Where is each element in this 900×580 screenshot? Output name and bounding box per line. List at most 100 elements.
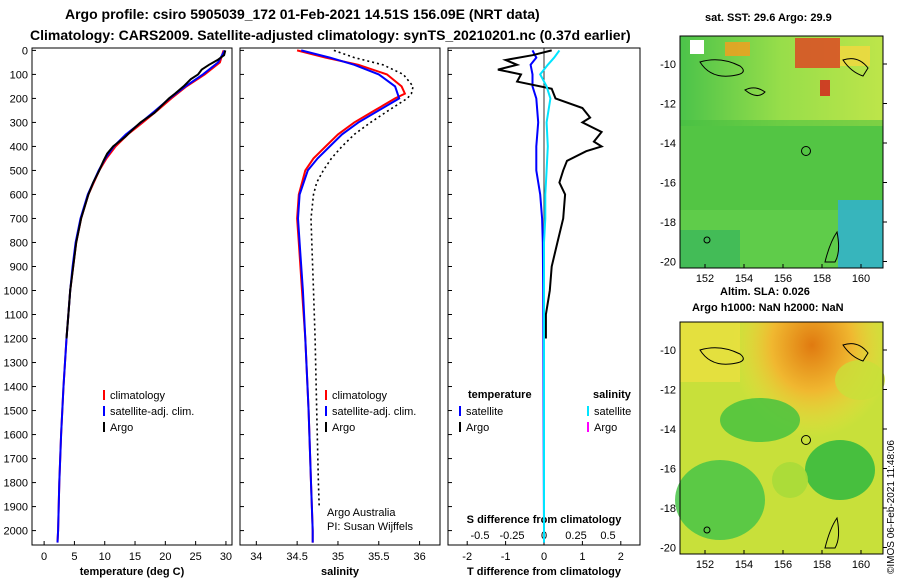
x-tick-label: 15 bbox=[129, 551, 141, 563]
y-tick-label: 700 bbox=[10, 213, 28, 225]
x-tick-label: 0 bbox=[41, 551, 47, 563]
legend-label: Argo bbox=[594, 422, 617, 434]
sst-map-axes: 152 154 156 158 160 -10 -12 -14 -16 -18 -20 bbox=[660, 59, 887, 285]
map-x-tick-label: 160 bbox=[852, 273, 870, 285]
x-tick-label: 2 bbox=[618, 551, 624, 563]
legend-label: climatology bbox=[110, 390, 166, 402]
map-y-tick-label: -12 bbox=[660, 385, 676, 397]
y-tick-label: 1800 bbox=[4, 478, 28, 490]
map-x-tick-label: 154 bbox=[735, 559, 753, 571]
map-x-tick-label: 158 bbox=[813, 273, 831, 285]
argo-location-marker bbox=[801, 146, 811, 156]
legend-label: Argo bbox=[466, 422, 489, 434]
y-tick-label: 1600 bbox=[4, 430, 28, 442]
map-y-tick-label: -20 bbox=[660, 543, 676, 555]
y-tick-label: 2000 bbox=[4, 526, 28, 538]
x-tick-label: 20 bbox=[159, 551, 171, 563]
map-y-tick-label: -18 bbox=[660, 503, 676, 515]
x-tick-label: 0 bbox=[541, 551, 547, 563]
map-y-tick-label: -18 bbox=[660, 217, 676, 229]
legend-title: temperature bbox=[468, 389, 532, 401]
y-tick-label: 1300 bbox=[4, 358, 28, 370]
x-tick-label: 34.5 bbox=[286, 551, 307, 563]
map-x-tick-label: 160 bbox=[852, 559, 870, 571]
map-y-tick-label: -10 bbox=[660, 345, 676, 357]
legend-label: satellite-adj. clim. bbox=[332, 406, 416, 418]
series-line-climatology bbox=[56, 50, 225, 543]
chart-temperature: 0100200300400500600700800900100011001200… bbox=[4, 45, 233, 578]
title-line-1: Argo profile: csiro 5905039_172 01-Feb-2… bbox=[65, 6, 540, 22]
x-tick-label: 36 bbox=[413, 551, 425, 563]
argo-location-marker bbox=[801, 435, 811, 445]
x2-tick-label: 0.25 bbox=[565, 530, 586, 542]
y-tick-label: 900 bbox=[10, 261, 28, 273]
x-tick-label: 30 bbox=[220, 551, 232, 563]
y-tick-label: 800 bbox=[10, 237, 28, 249]
legend-label: climatology bbox=[332, 390, 388, 402]
y-tick-label: 1700 bbox=[4, 454, 28, 466]
x2-tick-label: -0.25 bbox=[499, 530, 524, 542]
sla-map-title: Altim. SLA: 0.026 bbox=[720, 286, 810, 298]
x-tick-label: -2 bbox=[462, 551, 472, 563]
x-tick-label: 25 bbox=[190, 551, 202, 563]
annotation-line: PI: Susan Wijffels bbox=[327, 521, 413, 533]
map-y-tick-label: -20 bbox=[660, 257, 676, 269]
map-y-tick-label: -10 bbox=[660, 59, 676, 71]
sst-map[interactable] bbox=[679, 35, 884, 269]
legend-label: Argo bbox=[332, 422, 355, 434]
map-x-tick-label: 158 bbox=[813, 559, 831, 571]
x-tick-label: 34 bbox=[250, 551, 262, 563]
y-tick-label: 600 bbox=[10, 189, 28, 201]
series-line-argo bbox=[310, 49, 414, 507]
chart-salinity: 34 34.5 35 35.5 36 salinity climatology satelli… bbox=[239, 47, 441, 578]
series-line-argo bbox=[65, 50, 227, 339]
legend-label: satellite-adj. clim. bbox=[110, 406, 194, 418]
x2-tick-label: -0.5 bbox=[471, 530, 490, 542]
x-tick-label: 1 bbox=[579, 551, 585, 563]
sla-map-axes: 152 154 156 158 160 -10 -12 -14 -16 -18 -20 bbox=[660, 345, 887, 571]
y-tick-label: 500 bbox=[10, 165, 28, 177]
y-tick-label: 100 bbox=[10, 69, 28, 81]
x-tick-label: -1 bbox=[501, 551, 511, 563]
x-tick-label: 5 bbox=[71, 551, 77, 563]
map-y-tick-label: -12 bbox=[660, 99, 676, 111]
y-tick-label: 200 bbox=[10, 93, 28, 105]
x-tick-label: 35.5 bbox=[368, 551, 389, 563]
sst-map-title: sat. SST: 29.6 Argo: 29.9 bbox=[705, 12, 832, 24]
y-tick-label: 400 bbox=[10, 141, 28, 153]
y-tick-label: 0 bbox=[22, 45, 28, 57]
sla-map-title-2: Argo h1000: NaN h2000: NaN bbox=[692, 302, 844, 314]
y-tick-label: 1900 bbox=[4, 502, 28, 514]
series-line-salinity-satellite bbox=[539, 49, 561, 543]
map-y-tick-label: -14 bbox=[660, 138, 676, 150]
map-x-tick-label: 152 bbox=[696, 273, 714, 285]
y-tick-label: 300 bbox=[10, 117, 28, 129]
x-axis-label: salinity bbox=[321, 566, 360, 578]
y-tick-label: 1500 bbox=[4, 406, 28, 418]
chart-difference: -2 -1 0 1 2 T difference from climatology -0.5… bbox=[447, 47, 641, 578]
series-line-climatology bbox=[296, 49, 407, 543]
plot-frame bbox=[31, 47, 233, 546]
map-y-tick-label: -16 bbox=[660, 178, 676, 190]
y-tick-label: 1100 bbox=[4, 310, 28, 322]
plot-frame bbox=[239, 47, 441, 546]
legend-label: satellite bbox=[466, 406, 503, 418]
y-tick-label: 1200 bbox=[4, 334, 28, 346]
legend-title: salinity bbox=[593, 389, 632, 401]
annotation-line: Argo Australia bbox=[327, 507, 396, 519]
map-x-tick-label: 154 bbox=[735, 273, 753, 285]
x-tick-label: 10 bbox=[99, 551, 111, 563]
title-line-2: Climatology: CARS2009. Satellite-adjuste… bbox=[30, 27, 631, 43]
map-x-tick-label: 156 bbox=[774, 273, 792, 285]
map-x-tick-label: 152 bbox=[696, 559, 714, 571]
map-y-tick-label: -14 bbox=[660, 424, 676, 436]
series-line-temperature-satellite bbox=[529, 49, 545, 543]
y-tick-label: 1000 bbox=[4, 285, 28, 297]
y-tick-label: 1400 bbox=[4, 382, 28, 394]
copyright-timestamp: ©IMOS 06-Feb-2021 11:48:06 bbox=[886, 440, 897, 574]
map-x-tick-label: 156 bbox=[774, 559, 792, 571]
x-axis-label: T difference from climatology bbox=[467, 566, 622, 578]
sla-map[interactable] bbox=[675, 321, 885, 555]
map-y-tick-label: -16 bbox=[660, 464, 676, 476]
